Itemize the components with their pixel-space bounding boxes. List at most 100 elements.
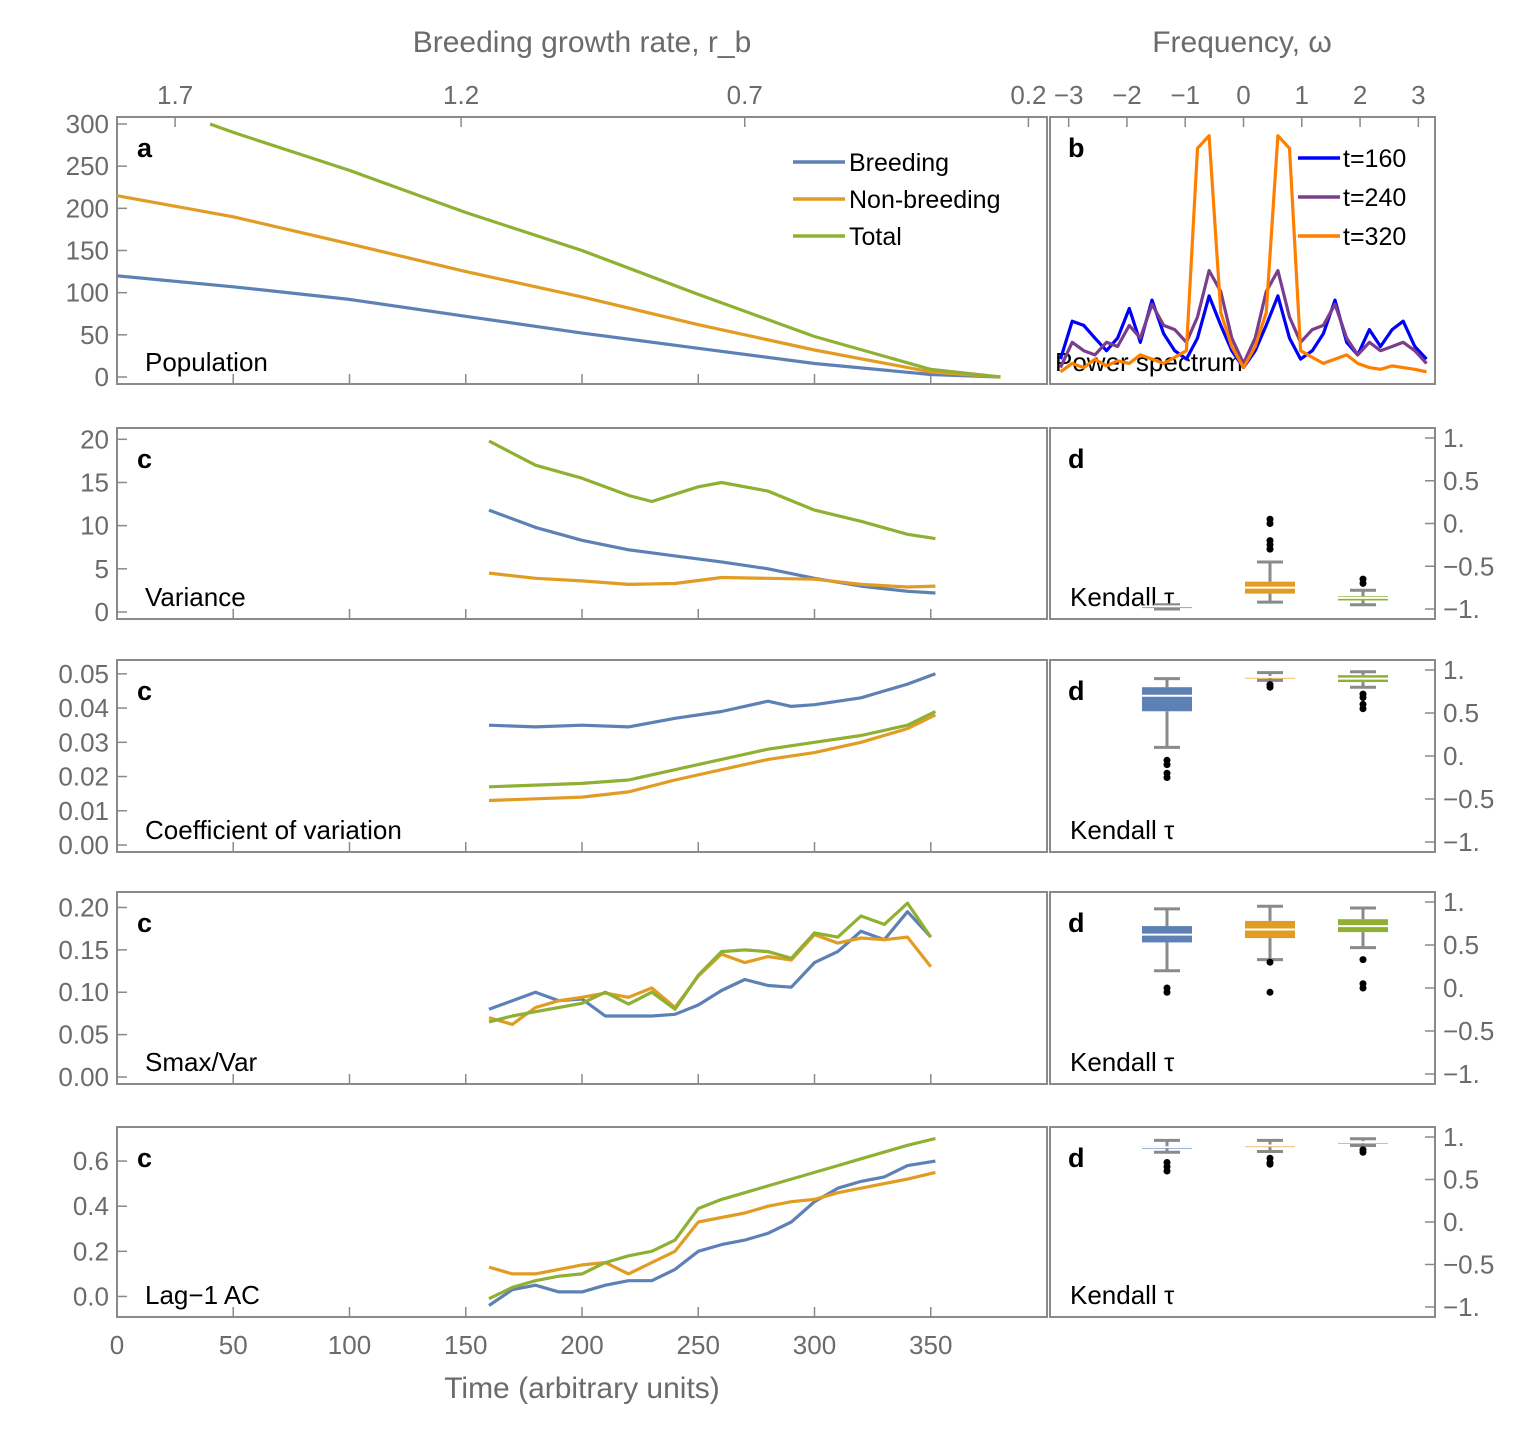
series-line-breeding [488,508,936,595]
panel-letter: b [1068,133,1085,163]
x-tick-label: 350 [909,1330,952,1360]
series-line-non_breeding [488,1170,936,1276]
legend-label: t=240 [1343,184,1406,212]
x-tick-label: 300 [793,1330,836,1360]
y-tick-label: −0.5 [1443,1250,1494,1280]
panel-label: Kendall τ [1070,1047,1175,1077]
panel-frame-right [1049,116,1436,385]
freq-tick-label: −3 [1054,80,1084,110]
y-tick-label: 0.03 [58,727,109,757]
legend-label: Total [849,223,902,251]
y-tick-label: −1. [1443,1059,1480,1089]
series-line-breeding [488,672,936,729]
y-tick-label: −0.5 [1443,551,1494,581]
outlier-point [1359,705,1367,713]
outlier-point [1359,1148,1367,1156]
y-tick-label: 0.05 [58,1020,109,1050]
legend-label: Non-breeding [849,186,1001,214]
freq-tick-label: −2 [1112,80,1142,110]
freq-tick-label: 0 [1236,80,1250,110]
y-tick-label: 50 [80,320,109,350]
y-tick-label: 0 [95,362,109,392]
y-tick-label: 1. [1443,655,1465,685]
series-line-non_breeding [488,932,933,1027]
series-line-total [488,710,937,789]
top-tick-label: 1.7 [157,80,193,110]
y-tick-label: 20 [80,424,109,454]
series-line-breeding [488,1159,936,1307]
series-line-total [209,122,1001,379]
y-tick-label: 0.5 [1443,466,1479,496]
y-tick-label: 0.00 [58,1062,109,1092]
panel-letter: c [137,444,152,474]
outlier-point [1163,761,1171,769]
outlier-point [1163,1167,1171,1175]
y-tick-label: 0.02 [58,762,109,792]
top-axis-title: Breeding growth rate, r_b [413,26,752,59]
outlier-point [1266,1160,1274,1168]
y-tick-label: 0.0 [73,1281,109,1311]
outlier-point [1359,984,1367,992]
outlier-point [1266,988,1274,996]
y-tick-label: 0.4 [73,1191,109,1221]
y-tick-label: −1. [1443,1292,1480,1322]
outlier-point [1266,683,1274,691]
panel-label: Variance [145,582,246,612]
panel-letter: c [137,908,152,938]
y-tick-label: 0.5 [1443,698,1479,728]
panel-letter: a [137,133,153,163]
y-tick-label: 150 [66,236,109,266]
outlier-point [1163,988,1171,996]
y-tick-label: −1. [1443,827,1480,857]
panel-label: Kendall τ [1070,1280,1175,1310]
outlier-point [1163,774,1171,781]
panel-label: Lag−1 AC [145,1280,260,1310]
x-tick-label: 0 [110,1330,124,1360]
y-tick-label: 0.05 [58,659,109,689]
top-tick-label: 0.7 [727,80,763,110]
y-tick-label: −0.5 [1443,784,1494,814]
series-line-non_breeding [488,571,936,589]
y-tick-label: −0.5 [1443,1016,1494,1046]
x-axis-title: Time (arbitrary units) [444,1372,720,1405]
y-tick-label: −1. [1443,594,1480,624]
outlier-point [1266,537,1274,545]
y-tick-label: 10 [80,511,109,541]
y-tick-label: 0.6 [73,1146,109,1176]
panel-label: Kendall τ [1070,815,1175,845]
y-tick-label: 1. [1443,1122,1465,1152]
y-tick-label: 0.15 [58,935,109,965]
y-tick-label: 200 [66,193,109,223]
outlier-point [1359,956,1367,964]
panel-letter: d [1068,444,1085,474]
y-tick-label: 0. [1443,741,1465,771]
legend-label: t=160 [1343,145,1406,173]
y-tick-label: 0.20 [58,892,109,922]
y-tick-label: 0 [95,597,109,627]
x-tick-label: 150 [444,1330,487,1360]
spectrum-line-t320 [1059,134,1427,374]
panel-letter: c [137,676,152,706]
panel-letter: d [1068,676,1085,706]
series-line-total [488,901,933,1024]
box-breeding [1142,687,1192,712]
y-tick-label: 0. [1443,973,1465,1003]
outlier-point [1359,579,1367,587]
panel-label: Coefficient of variation [145,815,402,845]
panel-letter: d [1068,908,1085,938]
y-tick-label: 0.10 [58,977,109,1007]
y-tick-label: 1. [1443,887,1465,917]
y-tick-label: 0. [1443,1207,1465,1237]
y-tick-label: 0.00 [58,830,109,860]
freq-tick-label: 2 [1353,80,1367,110]
x-tick-label: 50 [219,1330,248,1360]
x-tick-label: 100 [328,1330,371,1360]
series-line-total [488,1136,936,1301]
y-tick-label: 250 [66,151,109,181]
panel-label: Smax/Var [145,1047,258,1077]
y-tick-label: 0.5 [1443,1165,1479,1195]
y-tick-label: 5 [95,554,109,584]
y-tick-label: 0. [1443,509,1465,539]
y-tick-label: 1. [1443,423,1465,453]
